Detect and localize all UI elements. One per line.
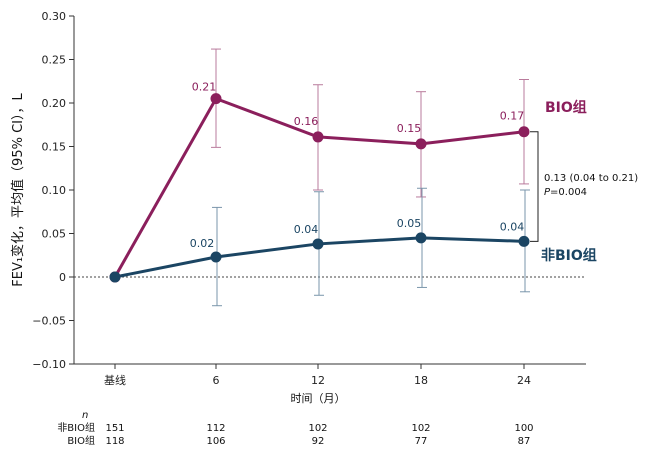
data-point xyxy=(312,131,324,143)
data-label: 0.21 xyxy=(192,81,217,94)
data-point xyxy=(210,93,222,105)
n-row-label: BIO组 xyxy=(67,434,95,447)
p-value: P=0.004 xyxy=(544,187,587,198)
data-point xyxy=(415,138,427,150)
difference-bracket xyxy=(530,131,539,242)
y-tick-label: 0 xyxy=(59,271,66,284)
x-tick-label: 24 xyxy=(517,374,531,387)
error-bars xyxy=(211,48,530,307)
y-tick-label: 0.10 xyxy=(42,184,67,197)
data-point xyxy=(518,235,530,247)
n-cell-value: 92 xyxy=(312,436,325,447)
y-tick-label: −0.10 xyxy=(32,358,66,371)
y-tick-label: 0.30 xyxy=(42,10,67,23)
series-label-bio: BIO组 xyxy=(545,99,587,116)
data-point xyxy=(415,232,427,244)
x-tick-label: 18 xyxy=(414,374,428,387)
data-point xyxy=(109,271,121,283)
p-symbol: P xyxy=(544,187,551,198)
x-tick-label: 12 xyxy=(311,374,325,387)
difference-value: 0.13 (0.04 to 0.21) xyxy=(544,173,638,184)
y-axis-title: FEV₁变化，平均值（95% CI），L xyxy=(10,93,26,287)
data-labels: 0.21 0.16 0.15 0.17 0.02 0.04 0.05 0.04 xyxy=(190,81,525,250)
n-cell-value: 87 xyxy=(518,436,531,447)
y-tick-label: 0.15 xyxy=(42,141,67,154)
data-label: 0.04 xyxy=(500,220,525,233)
x-axis-title: 时间（月） xyxy=(291,392,346,405)
y-tick-label: 0.20 xyxy=(42,97,67,110)
y-axis: 0.30 0.25 0.20 0.15 0.10 0.05 0 −0.05 −0.10 xyxy=(32,10,75,371)
data-label: 0.17 xyxy=(500,110,525,123)
data-label: 0.15 xyxy=(397,122,422,135)
y-tick-label: 0.25 xyxy=(42,54,67,67)
data-label: 0.04 xyxy=(294,223,319,236)
data-point xyxy=(210,251,222,263)
n-cell-value: 112 xyxy=(206,423,225,434)
data-point xyxy=(312,238,324,250)
n-cell-value: 100 xyxy=(514,423,533,434)
n-cell-value: 106 xyxy=(206,436,225,447)
y-tick-label: −0.05 xyxy=(32,315,66,328)
n-row-label: 非BIO组 xyxy=(57,421,95,434)
n-cell-value: 151 xyxy=(105,423,124,434)
n-header: n xyxy=(82,410,88,421)
data-label: 0.16 xyxy=(294,115,319,128)
data-point xyxy=(518,126,530,138)
n-cell-value: 102 xyxy=(308,423,327,434)
n-cell-value: 118 xyxy=(105,436,124,447)
y-tick-label: 0.05 xyxy=(42,228,67,241)
x-tick-label: 基线 xyxy=(104,373,126,387)
series-label-nonbio: 非BIO组 xyxy=(541,247,597,264)
data-label: 0.05 xyxy=(397,217,422,230)
n-cell-value: 102 xyxy=(411,423,430,434)
difference-annotation: 0.13 (0.04 to 0.21) P=0.004 xyxy=(530,131,638,242)
x-axis: 基线 6 12 18 24 xyxy=(74,363,586,387)
data-points xyxy=(109,93,530,283)
p-number: =0.004 xyxy=(550,187,587,198)
n-cell-value: 77 xyxy=(415,436,428,447)
x-tick-label: 6 xyxy=(213,374,220,387)
data-label: 0.02 xyxy=(190,237,215,250)
